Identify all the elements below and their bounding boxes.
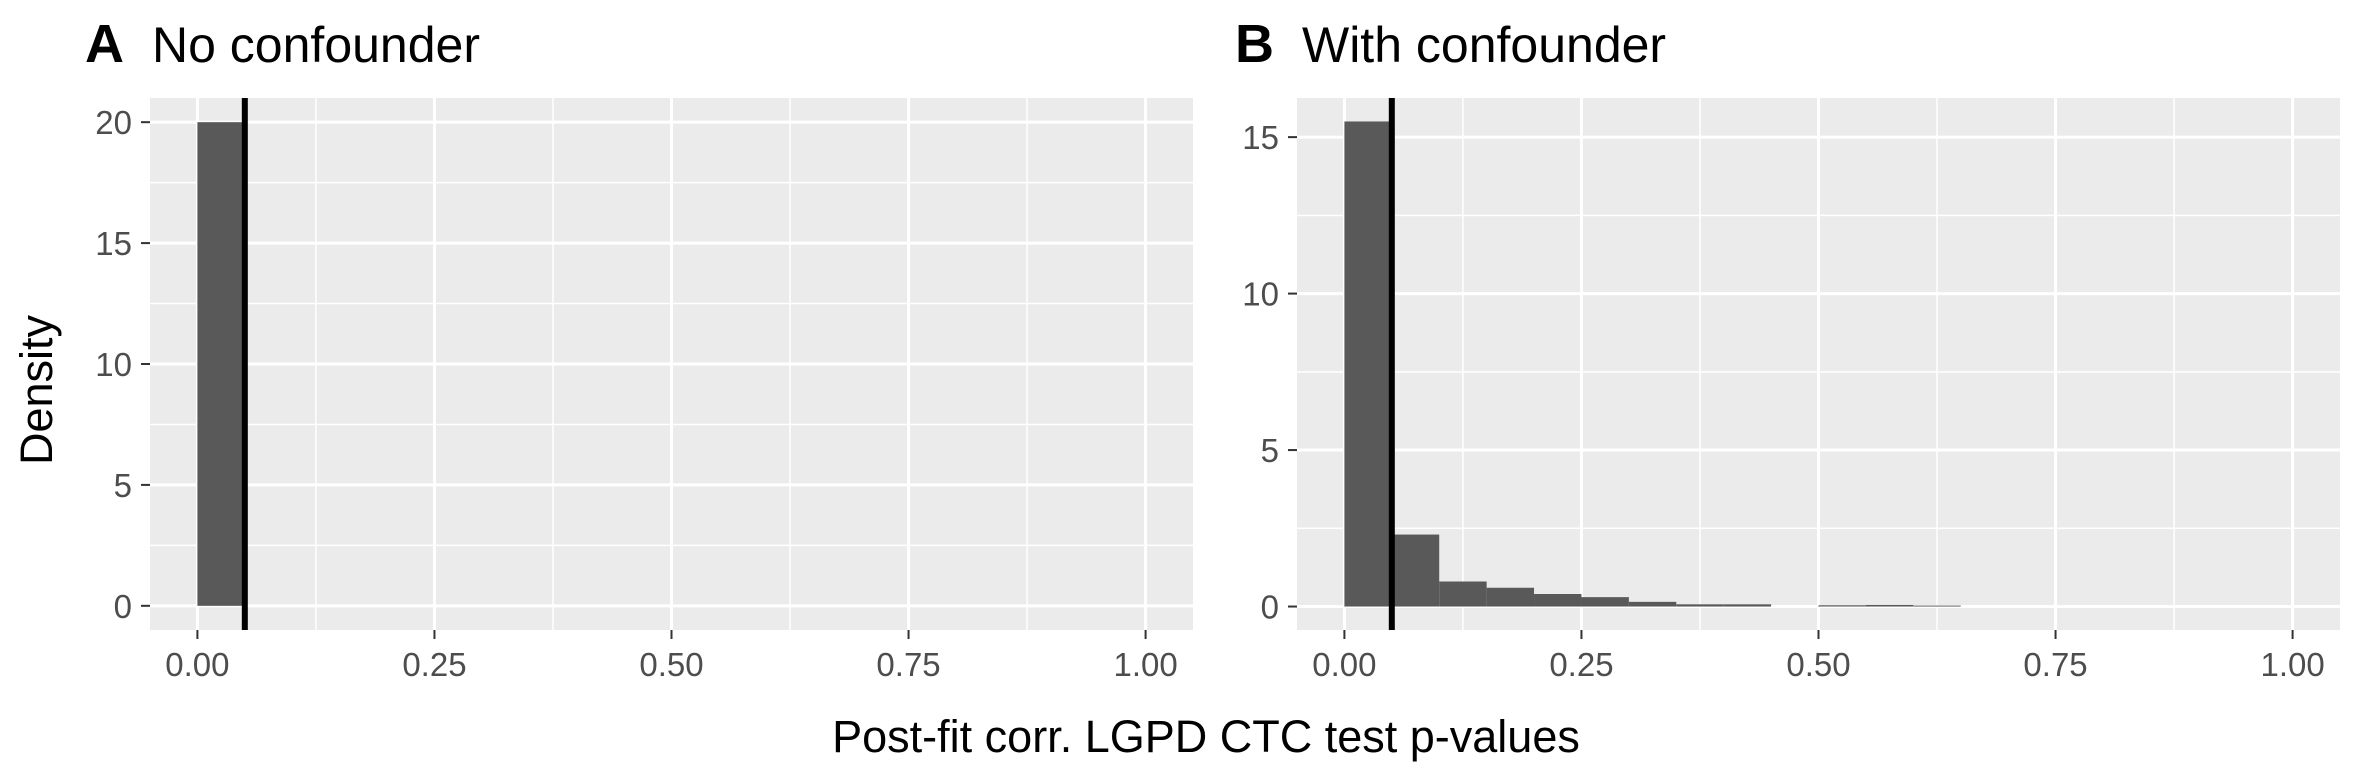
panel-letter: B [1235,14,1274,74]
x-tick-label: 0.75 [2023,646,2087,683]
histogram-bar [1581,597,1629,607]
histogram-bar [1534,594,1582,607]
panel-a: 0.00 0.25 0.50 0.75 1.00 0 5 10 15 20 A No confound… [85,14,1193,683]
panel-title: No confounder [152,17,480,73]
y-tick-label: 0 [1261,589,1279,626]
histogram-bar [1486,587,1535,607]
panel-b: 0.00 0.25 0.50 0.75 1.00 0 5 10 15 B With confound… [1235,14,2340,683]
histogram-bar [197,122,245,606]
histogram-bar [1913,605,1961,607]
histogram-bar [1865,604,1914,607]
y-tick-label: 15 [95,225,132,262]
y-tick-label: 15 [1242,119,1279,156]
histogram-bar [1344,121,1392,607]
x-tick-label: 0.50 [1786,646,1850,683]
histogram-bar [1676,604,1724,607]
x-tick-label: 0.50 [639,646,703,683]
histogram-bar [1391,534,1440,607]
x-tick-label: 1.00 [1113,646,1177,683]
x-tick-label: 0.25 [1549,646,1613,683]
x-tick-label: 1.00 [2260,646,2324,683]
x-tick-label: 0.75 [876,646,940,683]
histogram-bar [1628,601,1677,607]
panel-title: With confounder [1302,17,1666,73]
histogram-bar [1723,604,1772,607]
y-tick-label: 20 [95,104,132,141]
y-tick-label: 10 [95,346,132,383]
y-tick-label: 0 [114,588,132,625]
y-axis-title: Density [11,314,62,465]
y-tick-label: 5 [1261,432,1279,469]
panel-letter: A [85,14,124,74]
y-tick-label: 10 [1242,276,1279,313]
x-tick-label: 0.00 [165,646,229,683]
x-axis-title: Post-fit corr. LGPD CTC test p-values [832,711,1580,762]
histogram-bar [1818,605,1866,607]
x-tick-label: 0.00 [1312,646,1376,683]
histogram-bar [1439,581,1487,607]
y-tick-label: 5 [114,467,132,504]
x-tick-label: 0.25 [402,646,466,683]
